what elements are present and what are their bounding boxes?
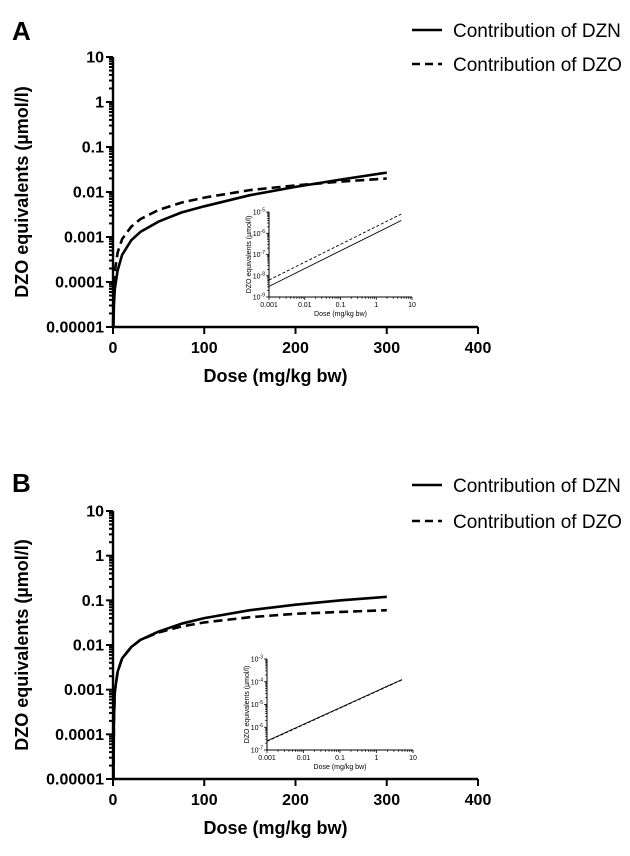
y-tick-label: 0.0001 — [55, 275, 104, 292]
x-tick-label: 200 — [282, 340, 309, 357]
x-tick-label: 0 — [109, 340, 118, 357]
x-tick-label: 100 — [191, 792, 218, 809]
inset-y-tick-label: 10-7 — [251, 746, 263, 755]
inset-x-axis-title: Dose (mg/kg bw) — [314, 764, 367, 771]
inset-y-tick-label: 10-5 — [251, 700, 263, 709]
x-tick-label: 400 — [465, 792, 492, 809]
y-tick-label: 0.00001 — [46, 772, 104, 789]
x-tick-label: 100 — [191, 340, 218, 357]
series-line-dzn — [112, 171, 387, 329]
inset-series-line-dzn — [266, 679, 403, 742]
inset-x-tick-label: 10 — [408, 302, 416, 309]
inset-y-tick-label: 10-3 — [251, 655, 263, 664]
inset-chart: 0.001 0.01 0.1 1 10 10-9 10-8 10-7 10-6 10-5 Dose … — [246, 208, 416, 319]
inset-y-tick-label: 10-5 — [253, 208, 265, 217]
y-tick-label: 0.00001 — [46, 320, 104, 337]
y-axis-title: DZO equivalents (µmol/l) — [12, 86, 32, 297]
panel-label: A — [12, 16, 31, 46]
inset-x-tick-label: 0.001 — [260, 302, 278, 309]
y-tick-label: 0.1 — [82, 140, 104, 157]
inset-x-tick-label: 10 — [409, 755, 417, 762]
x-tick-label: 200 — [282, 792, 309, 809]
y-tick-label: 0.1 — [82, 593, 104, 610]
inset-x-tick-label: 0.1 — [336, 302, 346, 309]
inset-y-axis-title: DZO equivalents (µmol/l) — [244, 666, 251, 744]
inset-chart: 0.001 0.01 0.1 1 10 10-7 10-6 10-5 10-4 10-3 Dose … — [244, 655, 417, 772]
legend-entry: Contribution of DZN — [453, 476, 621, 497]
inset-y-tick-label: 10-6 — [251, 723, 263, 732]
inset-y-tick-label: 10-8 — [253, 271, 265, 280]
legend-entry: Contribution of DZO — [453, 55, 622, 76]
inset-y-tick-label: 10-4 — [251, 677, 263, 686]
series-line-dzo — [112, 608, 387, 781]
y-tick-label: 0.0001 — [55, 727, 104, 744]
x-tick-label: 400 — [465, 340, 492, 357]
inset-x-tick-label: 0.1 — [335, 755, 345, 762]
inset-x-tick-label: 0.01 — [297, 755, 311, 762]
y-tick-label: 0.001 — [64, 230, 104, 247]
y-tick-label: 0.01 — [73, 638, 104, 655]
y-tick-label: 10 — [86, 504, 104, 521]
inset-series-line-dzo — [268, 213, 402, 281]
inset-x-tick-label: 1 — [374, 302, 378, 309]
x-axis-title: Dose (mg/kg bw) — [203, 818, 347, 838]
x-axis-title: Dose (mg/kg bw) — [203, 366, 347, 386]
inset-x-tick-label: 0.001 — [258, 755, 276, 762]
legend-entry: Contribution of DZO — [453, 512, 622, 533]
y-tick-label: 10 — [86, 50, 104, 67]
inset-x-tick-label: 1 — [375, 755, 379, 762]
y-tick-label: 1 — [95, 548, 104, 565]
inset-y-tick-label: 10-9 — [253, 293, 265, 302]
x-tick-label: 300 — [373, 340, 400, 357]
y-tick-label: 0.01 — [73, 185, 104, 202]
inset-y-axis-title: DZO equivalents (µmol/l) — [246, 216, 253, 294]
series-line-dzo — [111, 177, 387, 328]
y-axis-title: DZO equivalents (µmol/l) — [12, 539, 32, 750]
inset-series-line-dzn — [268, 220, 402, 287]
y-tick-label: 0.001 — [64, 682, 104, 699]
inset-x-tick-label: 0.01 — [298, 302, 312, 309]
x-tick-label: 0 — [109, 792, 118, 809]
legend-entry: Contribution of DZN — [453, 21, 621, 42]
y-tick-label: 1 — [95, 95, 104, 112]
inset-x-axis-title: Dose (mg/kg bw) — [314, 311, 367, 318]
inset-y-tick-label: 10-6 — [253, 229, 265, 238]
x-tick-label: 300 — [373, 792, 400, 809]
inset-y-tick-label: 10-7 — [253, 250, 265, 259]
panel-label: B — [12, 468, 31, 498]
